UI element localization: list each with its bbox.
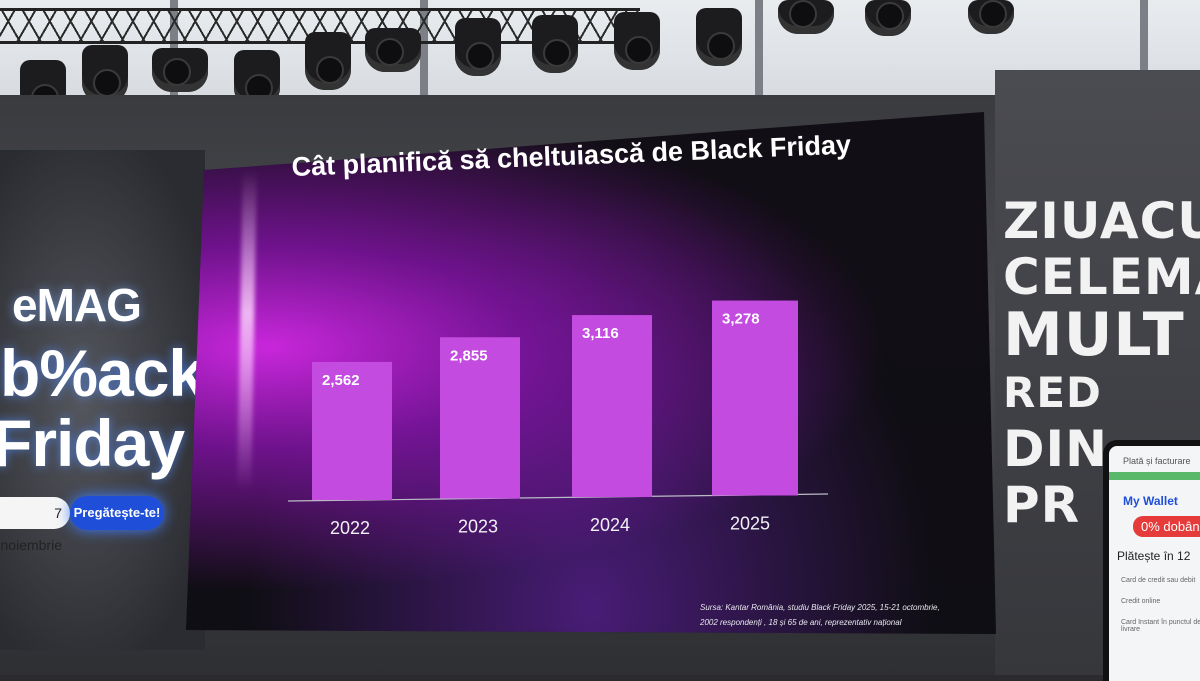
source-line: 2002 respondenți , 18 și 65 de ani, repr… (700, 618, 902, 627)
stage-light-icon (968, 0, 1014, 34)
phone-option: Credit online (1121, 598, 1161, 605)
slogan-line: ZIUACU (1003, 192, 1200, 250)
x-tick-label: 2025 (730, 514, 770, 534)
slogan-line: DIN (1003, 420, 1108, 478)
bar-value-label: 3,116 (582, 325, 619, 342)
stage-light-icon (532, 15, 578, 73)
stage-light-icon (696, 8, 742, 66)
bar-2023 (440, 337, 520, 499)
slogan-line: RED (1003, 368, 1102, 417)
bar-2025 (712, 300, 798, 496)
x-tick-label: 2023 (458, 517, 498, 537)
phone-title: Plată și facturare (1123, 456, 1191, 466)
phone-mockup: Plată și facturare My Wallet 0% dobân Pl… (1103, 440, 1200, 681)
x-tick-label: 2022 (330, 518, 370, 538)
promo-line: b%ack (0, 336, 205, 410)
phone-pay-option: Plătește în 12 (1117, 549, 1191, 563)
stage-light-icon (305, 32, 351, 90)
brand-logo: eMAG (12, 279, 142, 331)
stage-light-icon (455, 18, 501, 76)
phone-progress-bar (1109, 472, 1200, 480)
stage-light-icon (365, 28, 421, 72)
bar-value-label: 2,855 (450, 347, 488, 364)
slogan-line: MULT (1003, 300, 1185, 370)
window-frame (755, 0, 763, 170)
source-line: Sursa: Kantar România, studiu Black Frid… (700, 603, 940, 612)
stage-light-icon (82, 45, 128, 103)
bar-value-label: 3,278 (722, 311, 760, 328)
stage-light-icon (865, 0, 911, 36)
phone-option: Card de credit sau debit (1121, 577, 1196, 584)
phone-wallet-label: My Wallet (1123, 494, 1178, 508)
slogan-line: PR (1003, 476, 1081, 534)
phone-option: Card Instant în punctul de livrare (1121, 619, 1200, 633)
window-frame (420, 0, 428, 170)
bar-2024 (572, 315, 652, 497)
slogan-line: CELEMA (1003, 248, 1200, 306)
chart-source: Sursa: Kantar România, studiu Black Frid… (700, 600, 990, 630)
prepare-button[interactable]: Pregătește-te! (70, 496, 164, 530)
x-tick-label: 2024 (590, 515, 630, 535)
left-promo-panel (0, 150, 205, 650)
stage-light-icon (614, 12, 660, 70)
bar-value-label: 2,562 (322, 372, 360, 389)
date-badge: 7 noiembrie (0, 497, 70, 553)
bar-2022 (312, 361, 392, 500)
promo-line: Friday (0, 406, 185, 480)
phone-discount-badge: 0% dobân (1133, 516, 1200, 537)
stage-light-icon (778, 0, 834, 34)
stage-light-icon (152, 48, 208, 92)
